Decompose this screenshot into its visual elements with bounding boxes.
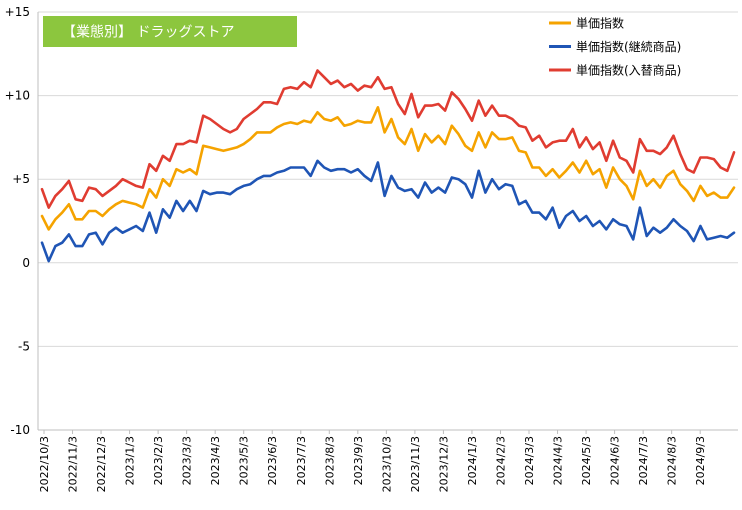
legend-label: 単価指数(入替商品) xyxy=(576,63,681,78)
y-tick-label: -10 xyxy=(10,423,30,437)
legend-item-2: 単価指数(入替商品) xyxy=(549,63,681,78)
legend-item-1: 単価指数(継続商品) xyxy=(549,39,681,54)
x-tick-label: 2023/1/3 xyxy=(124,436,137,485)
chart-title-box: 【業態別】 ドラッグストア xyxy=(43,16,297,47)
y-tick-label: +5 xyxy=(12,172,30,186)
x-tick-label: 2023/7/3 xyxy=(295,436,308,485)
x-tick-label: 2024/8/3 xyxy=(666,436,679,485)
y-axis-tick-labels: +15 +10 +5 0 -5 -10 xyxy=(5,5,30,437)
y-tick-label: +15 xyxy=(5,5,30,19)
x-tick-label: 2023/10/3 xyxy=(380,436,393,492)
x-tick-label: 2023/12/3 xyxy=(437,436,450,492)
x-tick-label: 2024/9/3 xyxy=(694,436,707,485)
x-axis-tick-labels: 2022/10/3 2022/11/3 2022/12/3 2023/1/3 2023/… xyxy=(38,436,707,492)
x-tick-label: 2023/3/3 xyxy=(181,436,194,485)
x-tick-label: 2022/10/3 xyxy=(38,436,51,492)
legend-label: 単価指数 xyxy=(576,16,624,31)
x-tick-label: 2023/6/3 xyxy=(266,436,279,485)
legend-label: 単価指数(継続商品) xyxy=(576,39,681,54)
chart-title-background xyxy=(43,16,297,47)
series-line-1 xyxy=(40,159,736,263)
x-tick-label: 2023/5/3 xyxy=(238,436,251,485)
x-tick-label: 2024/7/3 xyxy=(637,436,650,485)
x-tick-label: 2023/2/3 xyxy=(152,436,165,485)
x-tick-label: 2024/4/3 xyxy=(552,436,565,485)
x-tick-label: 2022/11/3 xyxy=(67,436,80,492)
series-line-2 xyxy=(40,69,736,209)
x-tick-label: 2024/2/3 xyxy=(494,436,507,485)
x-tick-label: 2022/12/3 xyxy=(95,436,108,492)
x-tick-label: 2024/3/3 xyxy=(523,436,536,485)
x-tick-label: 2023/8/3 xyxy=(323,436,336,485)
x-tick-label: 2024/6/3 xyxy=(609,436,622,485)
y-tick-label: -5 xyxy=(18,339,30,353)
x-tick-label: 2024/5/3 xyxy=(580,436,593,485)
series-line-0 xyxy=(40,106,736,231)
x-tick-label: 2023/11/3 xyxy=(409,436,422,492)
y-tick-label: +10 xyxy=(5,89,30,103)
x-tick-label: 2023/9/3 xyxy=(352,436,365,485)
legend-item-0: 単価指数 xyxy=(549,16,624,31)
chart-title: 【業態別】 ドラッグストア xyxy=(62,25,234,41)
x-tick-label: 2024/1/3 xyxy=(466,436,479,485)
y-tick-label: 0 xyxy=(22,256,30,270)
x-tick-label: 2023/4/3 xyxy=(209,436,222,485)
axes xyxy=(37,12,738,434)
series-lines xyxy=(40,69,736,263)
